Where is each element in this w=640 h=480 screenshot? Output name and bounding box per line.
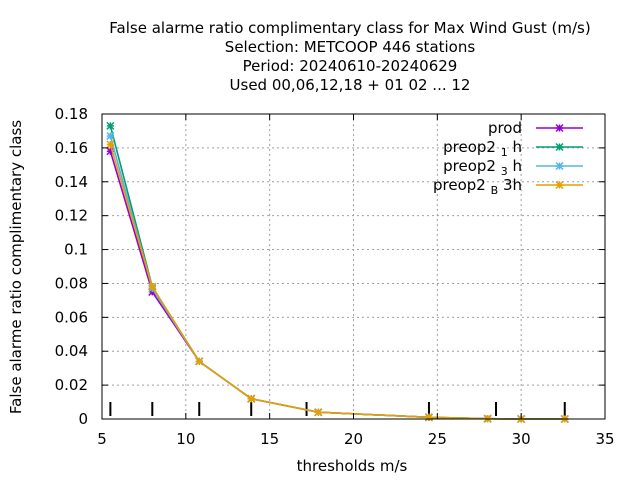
marker-stroke	[106, 131, 115, 141]
data-point	[555, 142, 564, 152]
legend-label: prod	[488, 119, 522, 137]
marker-stroke	[424, 413, 433, 422]
axis-ticks: 0 0.02 0.04 0.06 0.08 0.1 0.12 0.14 0.16 0.18 5 10 1…	[55, 105, 615, 448]
x-tick-label: 20	[344, 430, 363, 448]
series-line	[109, 135, 565, 420]
data-point	[106, 131, 115, 141]
data-point	[555, 161, 564, 171]
data-point	[195, 357, 204, 366]
marker-stroke	[555, 180, 564, 190]
marker-stroke	[106, 140, 115, 149]
data-point	[106, 140, 115, 149]
legend-label: preop2 1 h	[443, 138, 522, 159]
legend-item: prod	[488, 119, 583, 137]
data-point	[424, 413, 433, 422]
legend-label: preop2 3 h	[443, 157, 522, 178]
legend-item: preop2 1 h	[443, 138, 583, 159]
marker-stroke	[106, 121, 115, 130]
y-tick-label: 0.14	[55, 173, 88, 191]
x-tick-label: 15	[260, 430, 279, 448]
grid	[102, 114, 605, 419]
y-tick-label: 0.1	[64, 241, 88, 259]
y-tick-label: 0.12	[55, 207, 88, 225]
marker-stroke	[555, 123, 564, 133]
data-point	[148, 282, 157, 291]
title-line-1: False alarme ratio complimentary class f…	[109, 19, 590, 37]
title-line-2: Selection: METCOOP 446 stations	[225, 38, 476, 56]
y-tick-label: 0.06	[55, 308, 88, 326]
data-point	[555, 180, 564, 190]
data-point	[247, 394, 256, 403]
legend-item: preop2 B 3h	[433, 176, 583, 197]
y-tick-label: 0	[78, 410, 88, 428]
marker-stroke	[106, 147, 115, 156]
threshold-markers	[109, 402, 566, 416]
y-tick-label: 0.02	[55, 376, 88, 394]
data-point	[106, 121, 115, 130]
x-tick-label: 5	[97, 430, 107, 448]
y-tick-label: 0.04	[55, 342, 88, 360]
x-tick-label: 25	[428, 430, 447, 448]
x-tick-label: 10	[176, 430, 195, 448]
chart-title: False alarme ratio complimentary class f…	[109, 19, 590, 94]
y-tick-label: 0.16	[55, 139, 88, 157]
x-axis-label: thresholds m/s	[297, 457, 408, 475]
marker-stroke	[195, 357, 204, 366]
y-tick-label: 0.08	[55, 274, 88, 292]
y-axis-label: False alarme ratio complimentary class	[7, 120, 25, 414]
marker-stroke	[555, 142, 564, 152]
marker-stroke	[247, 394, 256, 403]
marker-stroke	[148, 282, 157, 291]
x-tick-label: 35	[595, 430, 614, 448]
title-line-4: Used 00,06,12,18 + 01 02 ... 12	[230, 76, 471, 94]
legend-item: preop2 3 h	[443, 157, 583, 178]
marker-stroke	[555, 161, 564, 171]
y-tick-label: 0.18	[55, 105, 88, 123]
x-tick-label: 30	[512, 430, 531, 448]
marker-stroke	[314, 408, 323, 417]
legend-label: preop2 B 3h	[433, 176, 522, 197]
data-point	[314, 408, 323, 417]
data-point	[555, 123, 564, 133]
title-line-3: Period: 20240610-20240629	[243, 57, 458, 75]
